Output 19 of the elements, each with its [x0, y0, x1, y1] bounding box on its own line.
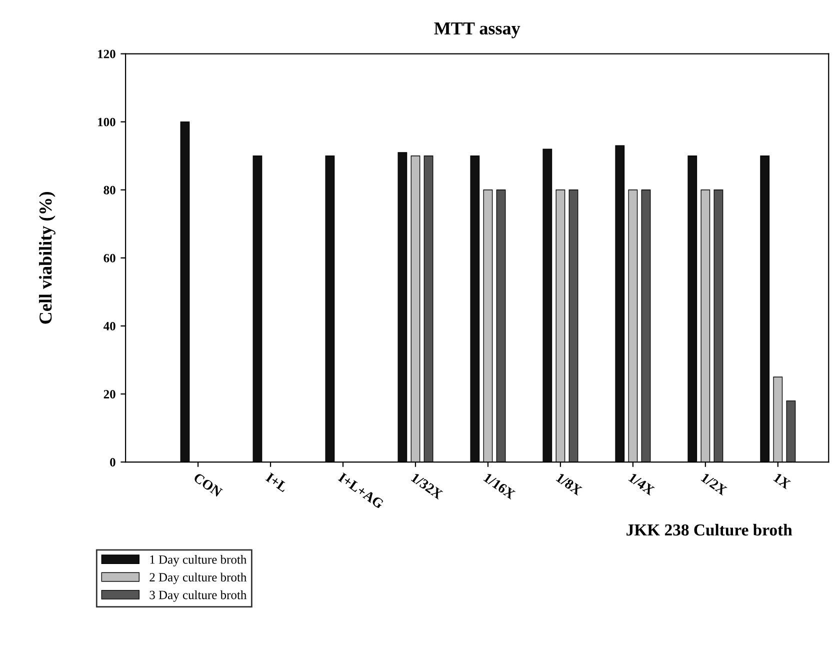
x-tick-label: CON [192, 472, 223, 498]
x-axis-title: JKK 238 Culture broth [626, 524, 792, 536]
y-tick-label: 120 [98, 50, 116, 58]
x-tick-label: 1/8X [556, 472, 583, 496]
x-tick-label: 1/4X [628, 472, 656, 496]
x-tick-label: 1/2X [700, 472, 728, 496]
y-tick-label: 80 [104, 186, 116, 194]
y-tick-label: 100 [98, 118, 116, 126]
y-axis-title: Cell viability (%) [38, 192, 56, 324]
chart-title: MTT assay [434, 22, 520, 38]
x-tick-label: I+L [265, 472, 288, 492]
x-tick-label: 1X [773, 472, 792, 490]
y-tick-label: 40 [104, 322, 116, 330]
y-tick-label: 60 [104, 254, 116, 262]
legend-label: 2 Day culture broth [150, 572, 247, 584]
y-tick-label: 0 [110, 458, 116, 466]
y-tick-label: 20 [104, 390, 116, 398]
legend-label: 3 Day culture broth [150, 590, 247, 602]
legend-label: 1 Day culture broth [150, 555, 247, 566]
